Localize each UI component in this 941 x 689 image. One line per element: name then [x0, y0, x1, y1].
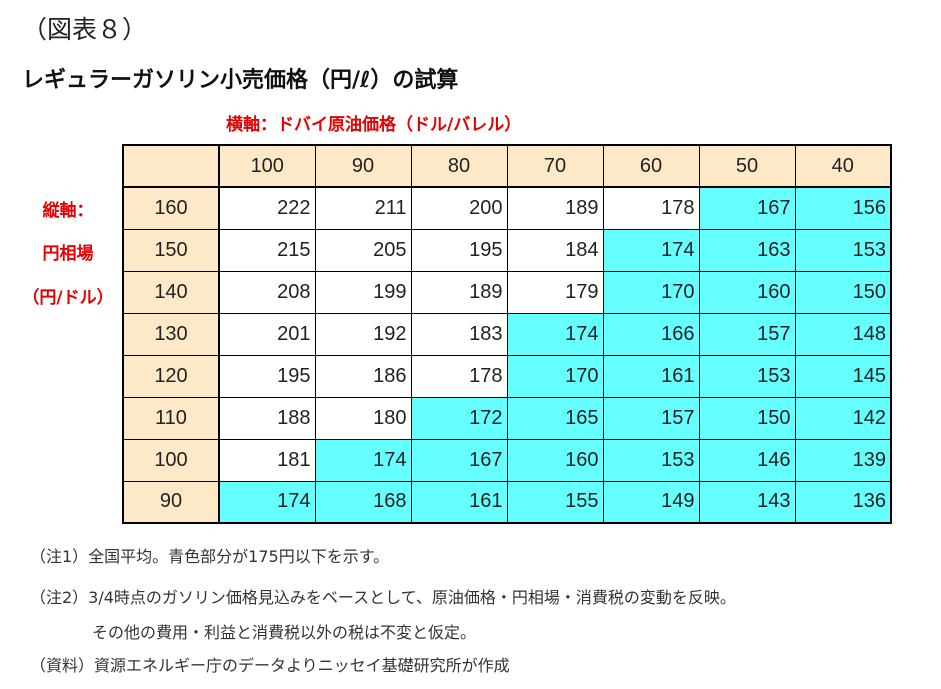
- column-header: 40: [794, 144, 892, 188]
- price-cell: 170: [602, 270, 700, 314]
- price-cell: 174: [314, 438, 412, 482]
- table-row: 160 222 211 200 189 178 167 156: [122, 186, 892, 230]
- table-row: 90 174 168 161 155 149 143 136: [122, 480, 892, 524]
- price-cell: 201: [218, 312, 316, 356]
- column-header: 80: [410, 144, 508, 188]
- price-cell: 139: [794, 438, 892, 482]
- price-cell: 167: [698, 186, 796, 230]
- note-2-continued: その他の費用・利益と消費税以外の税は不変と仮定。: [92, 623, 477, 642]
- table-row: 110 188 180 172 165 157 150 142: [122, 396, 892, 440]
- figure-label: （図表８）: [22, 15, 148, 44]
- vertical-axis-label-line-2: 円相場: [42, 244, 94, 264]
- price-cell: 145: [794, 354, 892, 398]
- row-header: 130: [122, 312, 220, 356]
- price-cell: 153: [602, 438, 700, 482]
- price-cell: 205: [314, 228, 412, 272]
- price-cell: 157: [602, 396, 700, 440]
- price-cell: 174: [218, 480, 316, 524]
- price-cell: 180: [314, 396, 412, 440]
- vertical-axis-label-line-1: 縦軸：: [42, 201, 94, 221]
- row-header: 100: [122, 438, 220, 482]
- price-cell: 143: [698, 480, 796, 524]
- price-cell: 189: [506, 186, 604, 230]
- price-cell: 174: [506, 312, 604, 356]
- price-cell: 148: [794, 312, 892, 356]
- price-cell: 188: [218, 396, 316, 440]
- price-cell: 184: [506, 228, 604, 272]
- price-table: 100 90 80 70 60 50 40 160 222 211 200 189 178 167 156 1…: [122, 144, 892, 524]
- column-header: 90: [314, 144, 412, 188]
- price-cell: 222: [218, 186, 316, 230]
- price-cell: 160: [506, 438, 604, 482]
- price-cell: 195: [410, 228, 508, 272]
- row-header: 150: [122, 228, 220, 272]
- column-header: 60: [602, 144, 700, 188]
- vertical-axis-label-line-3: （円/ドル）: [22, 288, 114, 308]
- header-row: 100 90 80 70 60 50 40: [122, 144, 892, 188]
- price-cell: 200: [410, 186, 508, 230]
- price-cell: 150: [794, 270, 892, 314]
- table-row: 100 181 174 167 160 153 146 139: [122, 438, 892, 482]
- price-cell: 181: [218, 438, 316, 482]
- price-cell: 186: [314, 354, 412, 398]
- price-cell: 168: [314, 480, 412, 524]
- price-cell: 167: [410, 438, 508, 482]
- price-cell: 192: [314, 312, 412, 356]
- row-header: 90: [122, 480, 220, 524]
- price-cell: 174: [602, 228, 700, 272]
- price-cell: 150: [698, 396, 796, 440]
- price-cell: 161: [410, 480, 508, 524]
- row-header: 120: [122, 354, 220, 398]
- price-cell: 215: [218, 228, 316, 272]
- column-header: 50: [698, 144, 796, 188]
- column-header: 100: [218, 144, 316, 188]
- price-cell: 170: [506, 354, 604, 398]
- price-cell: 195: [218, 354, 316, 398]
- price-cell: 211: [314, 186, 412, 230]
- price-cell: 146: [698, 438, 796, 482]
- price-cell: 136: [794, 480, 892, 524]
- price-cell: 179: [506, 270, 604, 314]
- price-cell: 165: [506, 396, 604, 440]
- corner-cell: [122, 144, 220, 188]
- source-note: （資料）資源エネルギー庁のデータよりニッセイ基礎研究所が作成: [30, 656, 510, 675]
- price-cell: 155: [506, 480, 604, 524]
- table-row: 140 208 199 189 179 170 160 150: [122, 270, 892, 314]
- price-cell: 153: [698, 354, 796, 398]
- price-cell: 172: [410, 396, 508, 440]
- price-cell: 156: [794, 186, 892, 230]
- note-2: （注2）3/4時点のガソリン価格見込みをベースとして、原油価格・円相場・消費税の…: [30, 588, 736, 607]
- price-cell: 153: [794, 228, 892, 272]
- table-row: 130 201 192 183 174 166 157 148: [122, 312, 892, 356]
- row-header: 160: [122, 186, 220, 230]
- price-cell: 199: [314, 270, 412, 314]
- price-cell: 166: [602, 312, 700, 356]
- price-cell: 189: [410, 270, 508, 314]
- price-cell: 161: [602, 354, 700, 398]
- price-cell: 178: [410, 354, 508, 398]
- price-cell: 149: [602, 480, 700, 524]
- table-row: 120 195 186 178 170 161 153 145: [122, 354, 892, 398]
- price-cell: 157: [698, 312, 796, 356]
- price-cell: 183: [410, 312, 508, 356]
- price-cell: 163: [698, 228, 796, 272]
- row-header: 140: [122, 270, 220, 314]
- horizontal-axis-label: 横軸：ドバイ原油価格（ドル/バレル）: [226, 115, 522, 135]
- page-title: レギュラーガソリン小売価格（円/ℓ）の試算: [22, 68, 459, 93]
- note-1: （注1）全国平均。青色部分が175円以下を示す。: [30, 547, 390, 566]
- price-cell: 160: [698, 270, 796, 314]
- price-cell: 178: [602, 186, 700, 230]
- table-row: 150 215 205 195 184 174 163 153: [122, 228, 892, 272]
- price-cell: 208: [218, 270, 316, 314]
- price-cell: 142: [794, 396, 892, 440]
- column-header: 70: [506, 144, 604, 188]
- row-header: 110: [122, 396, 220, 440]
